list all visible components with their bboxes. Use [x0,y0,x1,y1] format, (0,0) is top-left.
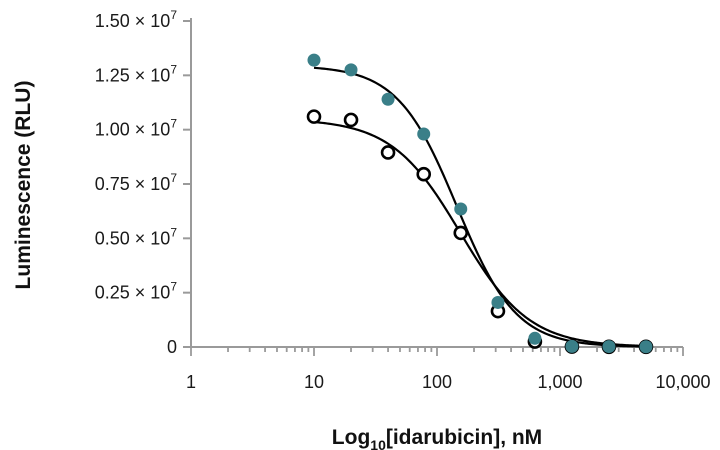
y-axis-title: Luminescence (RLU) [12,81,35,290]
x-tick-label: 1 [186,372,196,392]
x-tick-label: 10 [304,372,324,392]
data-point-filled [491,295,505,309]
data-point-filled [307,53,321,67]
y-tick-label: 0.75 × 107 [95,171,178,194]
y-tick-label: 0 [167,337,177,357]
x-tick-label: 100 [422,372,452,392]
data-point-open [453,225,469,241]
y-tick-label: 1.25 × 107 [95,62,178,85]
data-point-filled [454,202,468,216]
data-point-filled [602,340,616,354]
y-tick-label: 0.50 × 107 [95,225,178,248]
x-tick-label: 10,000 [655,372,710,392]
fit-curve-2 [313,120,647,348]
y-tick-label: 1.50 × 107 [95,8,178,31]
data-point-open [306,109,322,124]
axes [183,18,684,356]
data-point-filled [344,63,358,77]
x-tick-label: 1,000 [537,372,582,392]
data-point-filled [381,92,395,106]
fit-curves [313,66,647,348]
fit-curve-1 [313,66,646,348]
data-point-open [416,166,432,182]
y-tick-label: 1.00 × 107 [95,117,178,140]
data-point-filled [417,127,431,141]
data-point-open [380,145,396,160]
data-point-filled [528,331,542,345]
data-point-open [343,112,359,128]
x-axis-title-pre: Log [332,426,370,449]
x-axis-title-post: [idarubicin], nM [386,426,542,449]
y-tick-label: 0.25 × 107 [95,280,178,303]
data-point-filled [565,339,579,353]
data-points [306,53,654,355]
x-axis-title: Log10[idarubicin], nM [332,426,542,450]
tick-labels: 0 0.25 × 107 0.50 × 107 0.75 × 107 1.00 × 10… [95,8,711,392]
x-axis-title-sub: 10 [370,437,386,450]
data-point-filled [639,340,653,354]
